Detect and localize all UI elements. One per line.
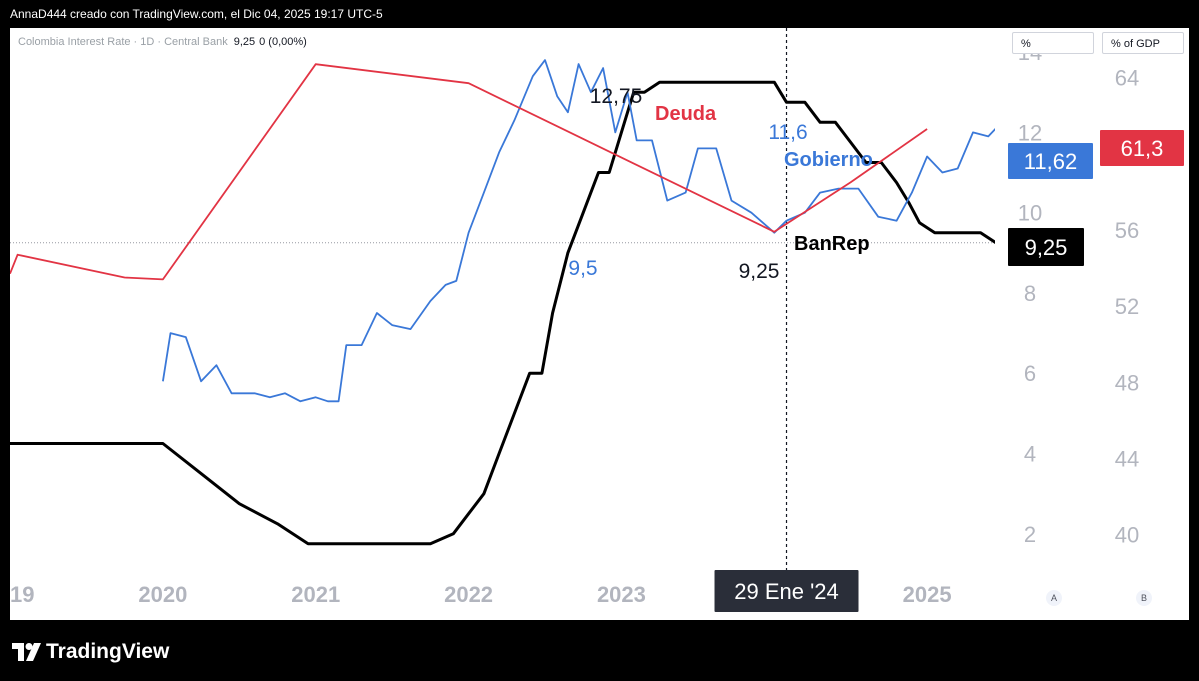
axis-b-tick: 44 bbox=[1115, 446, 1139, 471]
x-axis-tick: 2022 bbox=[444, 582, 493, 607]
x-axis-tick: 2021 bbox=[291, 582, 340, 607]
x-axis-tick: 2025 bbox=[903, 582, 952, 607]
deuda-label: Deuda bbox=[655, 103, 717, 125]
banrep-label: BanRep bbox=[794, 233, 870, 255]
legend-symbol: Colombia Interest Rate · 1D · Central Ba… bbox=[18, 36, 228, 48]
axis-a-tick: 4 bbox=[1024, 442, 1036, 467]
axis-b-tick: 40 bbox=[1115, 523, 1139, 548]
crosshair-date-label-bg bbox=[714, 570, 859, 612]
deuda-series-line bbox=[10, 63, 928, 281]
x-axis-tick: 2023 bbox=[597, 582, 646, 607]
axis-a-tick: 2 bbox=[1024, 522, 1036, 547]
scale-a-badge[interactable]: A bbox=[1046, 590, 1062, 606]
topbar-caption: AnnaD444 creado con TradingView.com, el … bbox=[10, 7, 383, 21]
topbar: AnnaD444 creado con TradingView.com, el … bbox=[0, 0, 1199, 28]
scale-b-title[interactable]: % of GDP bbox=[1102, 32, 1184, 54]
axis-b-tick: 48 bbox=[1115, 370, 1139, 395]
axis-a-tick: 12 bbox=[1018, 120, 1042, 145]
chart-panel[interactable]: 2468101214404448525660642019202020212022… bbox=[10, 28, 1189, 620]
symbol-legend[interactable]: Colombia Interest Rate · 1D · Central Ba… bbox=[18, 36, 307, 48]
axis-a-tick: 8 bbox=[1024, 281, 1036, 306]
banrep-max-annotation: 12,75 bbox=[590, 85, 643, 108]
gobierno-min-annotation: 9,5 bbox=[568, 257, 597, 280]
axis-a-tick: 6 bbox=[1024, 361, 1036, 386]
gobierno-price-badge: 11,62 bbox=[1024, 149, 1077, 174]
tradingview-brand: TradingView bbox=[46, 640, 170, 664]
banrep-price-badge-bg bbox=[1008, 228, 1084, 266]
scale-a-title-text: % bbox=[1021, 38, 1031, 50]
scale-b-badge[interactable]: B bbox=[1136, 590, 1152, 606]
x-axis-tick: 2019 bbox=[10, 582, 34, 607]
deuda-price-badge-bg bbox=[1100, 130, 1184, 166]
axis-b-tick: 56 bbox=[1115, 218, 1139, 243]
banrep-last-annotation: 9,25 bbox=[739, 260, 780, 283]
gobierno-label: Gobierno bbox=[784, 149, 873, 171]
banrep-price-badge: 9,25 bbox=[1025, 235, 1068, 260]
tradingview-footer: TradingView bbox=[12, 637, 169, 667]
axis-b-tick: 52 bbox=[1115, 294, 1139, 319]
x-axis-tick: 2020 bbox=[138, 582, 187, 607]
chart-svg[interactable]: 2468101214404448525660642019202020212022… bbox=[10, 28, 1189, 620]
legend-change: 0 (0,00%) bbox=[259, 36, 307, 48]
scale-a-title[interactable]: % bbox=[1012, 32, 1094, 54]
gobierno-price-badge-bg bbox=[1008, 143, 1093, 179]
axis-a-tick: 10 bbox=[1018, 201, 1042, 226]
gobierno-last-annotation: 11,6 bbox=[768, 121, 807, 144]
gobierno-series-line bbox=[162, 59, 995, 403]
deuda-price-badge: 61,3 bbox=[1121, 136, 1164, 161]
axis-b-tick: 64 bbox=[1115, 66, 1139, 91]
banrep-series-line bbox=[10, 80, 995, 546]
legend-value: 9,25 bbox=[233, 36, 256, 48]
crosshair-date-label: 29 Ene '24 bbox=[734, 579, 839, 604]
tradingview-logo-icon bbox=[12, 643, 41, 662]
scale-b-title-text: % of GDP bbox=[1111, 38, 1160, 50]
